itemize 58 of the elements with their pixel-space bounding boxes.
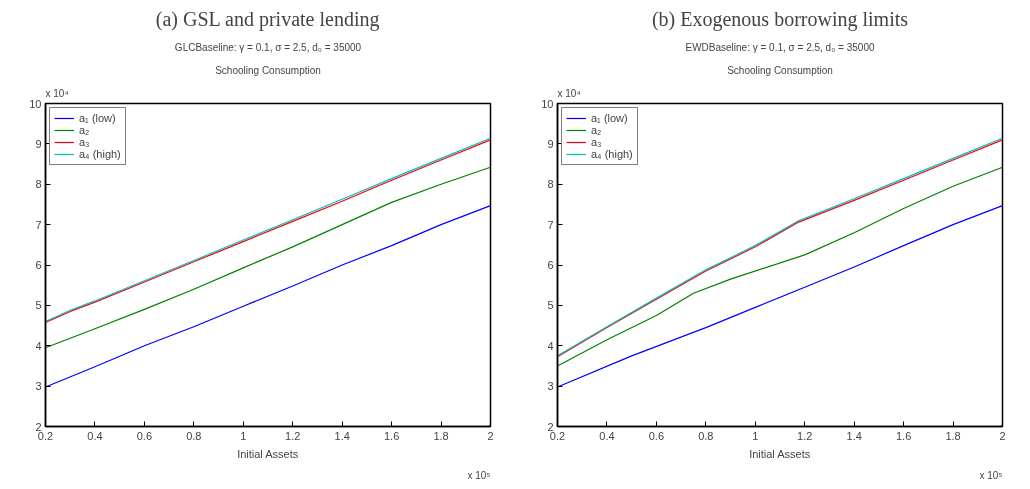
y-tick-label: 6 <box>547 259 554 271</box>
line-series <box>557 205 1003 388</box>
text: x 10⁵ <box>467 469 491 481</box>
legend-label: a₄ (high) <box>591 148 633 160</box>
x-tick-label: 0.8 <box>186 429 202 442</box>
x-tick-label: 2 <box>999 429 1006 442</box>
line-series <box>557 166 1003 367</box>
legend-label: a₂ <box>591 124 603 136</box>
x-tick-label: 1.6 <box>895 429 912 442</box>
x-tick-label: 1.8 <box>945 429 961 442</box>
y-tick-label: 3 <box>35 380 42 393</box>
x-tick-label: 1 <box>240 429 247 442</box>
text: x 10⁵ <box>979 469 1003 481</box>
x-tick-label: 0.4 <box>87 429 103 442</box>
legend-label: a₁ (low) <box>591 112 628 124</box>
y-tick-label: 8 <box>547 178 554 191</box>
x-tick-label: 2 <box>487 429 494 442</box>
line-series <box>45 205 491 388</box>
y-tick-label: 5 <box>547 299 554 312</box>
text: x 10⁴ <box>45 87 69 99</box>
text: Schooling Consumption <box>215 64 321 76</box>
y-tick-label: 6 <box>35 259 42 271</box>
x-tick-label: 1.6 <box>383 429 400 442</box>
x-tick-label: 1.2 <box>797 429 813 442</box>
y-tick-label: 4 <box>35 339 42 352</box>
legend-label: a₃ <box>591 136 603 148</box>
x-tick-label: 0.4 <box>599 429 615 442</box>
chart-title: (a) GSL and private lending <box>155 7 380 31</box>
legend-label: a₄ (high) <box>79 148 121 160</box>
y-tick-label: 7 <box>547 218 554 231</box>
chart-title: (b) Exogenous borrowing limits <box>651 7 909 31</box>
text: Schooling Consumption <box>727 64 833 76</box>
chart-subtitle: GLCBaseline: γ = 0.1, σ = 2.5, d₀ = 35000 <box>174 41 362 53</box>
x-axis-title: Initial Assets <box>237 447 299 460</box>
y-tick-label: 10 <box>541 97 554 110</box>
x-tick-label: 1.8 <box>433 429 449 442</box>
x-axis-title: Initial Assets <box>749 447 811 460</box>
legend-label: a₂ <box>79 124 91 136</box>
y-tick-label: 9 <box>547 137 554 150</box>
x-tick-label: 1.4 <box>334 429 350 442</box>
chart-subtitle: EWDBaseline: γ = 0.1, σ = 2.5, d₀ = 35000 <box>685 41 875 53</box>
y-tick-label: 8 <box>35 178 42 191</box>
x-tick-label: 0.6 <box>136 429 153 442</box>
y-tick-label: 10 <box>29 97 42 110</box>
x-tick-label: 0.8 <box>698 429 714 442</box>
x-tick-label: 1.2 <box>285 429 301 442</box>
legend-label: a₃ <box>79 136 91 148</box>
line-series <box>45 166 491 349</box>
x-tick-label: 0.6 <box>648 429 665 442</box>
y-tick-label: 5 <box>35 299 42 312</box>
legend-label: a₁ (low) <box>79 112 116 124</box>
y-tick-label: 7 <box>35 218 42 231</box>
y-tick-label: 9 <box>35 137 42 150</box>
x-tick-label: 1.4 <box>846 429 862 442</box>
y-tick-label: 3 <box>547 380 554 393</box>
text: x 10⁴ <box>557 87 581 99</box>
y-tick-label: 4 <box>547 339 554 352</box>
x-tick-label: 1 <box>752 429 759 442</box>
